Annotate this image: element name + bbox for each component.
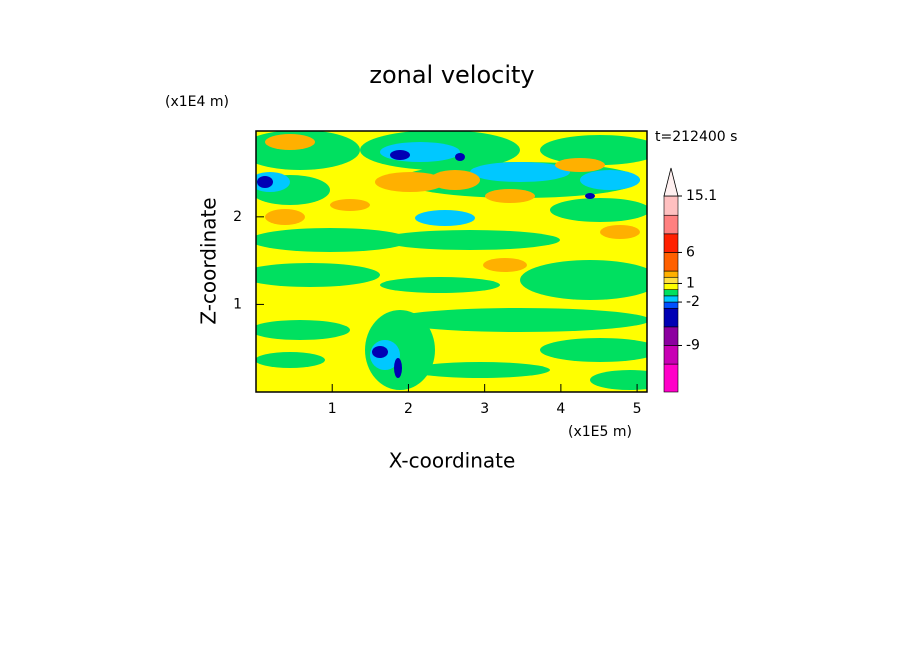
colorbar-segment — [663, 233, 679, 253]
field-orange — [265, 134, 640, 272]
colorbar-segment — [663, 195, 679, 216]
y-axis-title: Z-coordinate — [197, 197, 221, 324]
y-tick-label: 1 — [233, 296, 242, 312]
colorbar-segment — [663, 307, 679, 328]
x-unit-label: (x1E5 m) — [568, 424, 632, 440]
colorbar-segment — [663, 363, 679, 393]
colorbar-extend — [663, 167, 679, 197]
x-tick-label: 4 — [556, 401, 565, 417]
x-tick-label: 2 — [404, 401, 413, 417]
colorbar-segment — [663, 214, 679, 235]
x-axis-title: X-coordinate — [389, 449, 516, 473]
plot-frame — [255, 130, 648, 393]
colorbar-tick-label: 6 — [686, 244, 695, 260]
colorbar-segment — [663, 289, 679, 297]
chart-title: zonal velocity — [369, 61, 534, 89]
colorbar-segment — [663, 283, 679, 290]
colorbar-segment — [663, 326, 679, 346]
y-unit-label: (x1E4 m) — [165, 94, 229, 110]
colorbar-segment — [663, 276, 679, 284]
y-tick-label: 2 — [233, 209, 242, 225]
x-tick-label: 3 — [480, 401, 489, 417]
colorbar-tick-label: 1 — [686, 275, 695, 291]
colorbar-segment — [663, 270, 679, 278]
contour-field — [256, 131, 647, 392]
field-blue — [257, 150, 595, 378]
colorbar-tick-label: 15.1 — [686, 188, 717, 204]
time-label: t=212400 s — [655, 129, 737, 145]
colorbar-tick-label: -2 — [686, 294, 700, 310]
colorbar-tick-label: -9 — [686, 337, 700, 353]
colorbar-segment — [663, 252, 679, 272]
colorbar-segment — [663, 295, 679, 303]
x-tick-label: 5 — [633, 401, 642, 417]
colorbar-segment — [663, 345, 679, 365]
x-tick-label: 1 — [328, 401, 337, 417]
colorbar-segment — [663, 301, 679, 309]
